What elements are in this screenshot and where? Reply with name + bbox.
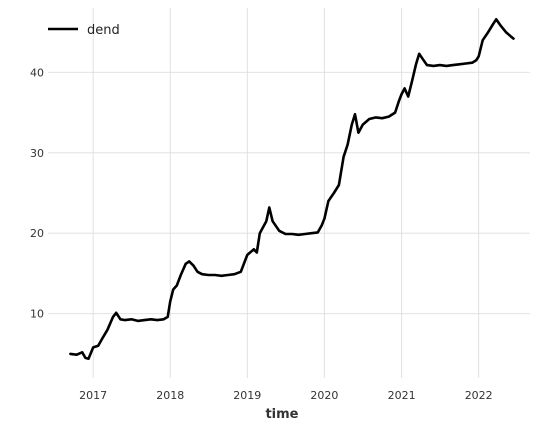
y-tick-label: 20	[30, 227, 44, 240]
x-tick-label: 2019	[233, 389, 261, 402]
y-tick-label: 30	[30, 147, 44, 160]
y-tick-label: 10	[30, 308, 44, 321]
x-axis-ticks: 2017 2018 2019 2020 2021 2022	[79, 389, 493, 402]
legend-label-dend: dend	[87, 23, 120, 38]
series-line-dend	[70, 19, 513, 358]
x-tick-label: 2020	[310, 389, 338, 402]
x-tick-label: 2021	[388, 389, 416, 402]
x-tick-label: 2017	[79, 389, 107, 402]
y-axis-ticks: 10 20 30 40	[30, 66, 44, 320]
series-layer	[70, 19, 513, 358]
x-tick-label: 2022	[465, 389, 493, 402]
x-axis-title: time	[265, 407, 298, 422]
x-tick-label: 2018	[156, 389, 184, 402]
y-tick-label: 40	[30, 66, 44, 79]
legend: dend	[48, 23, 120, 38]
